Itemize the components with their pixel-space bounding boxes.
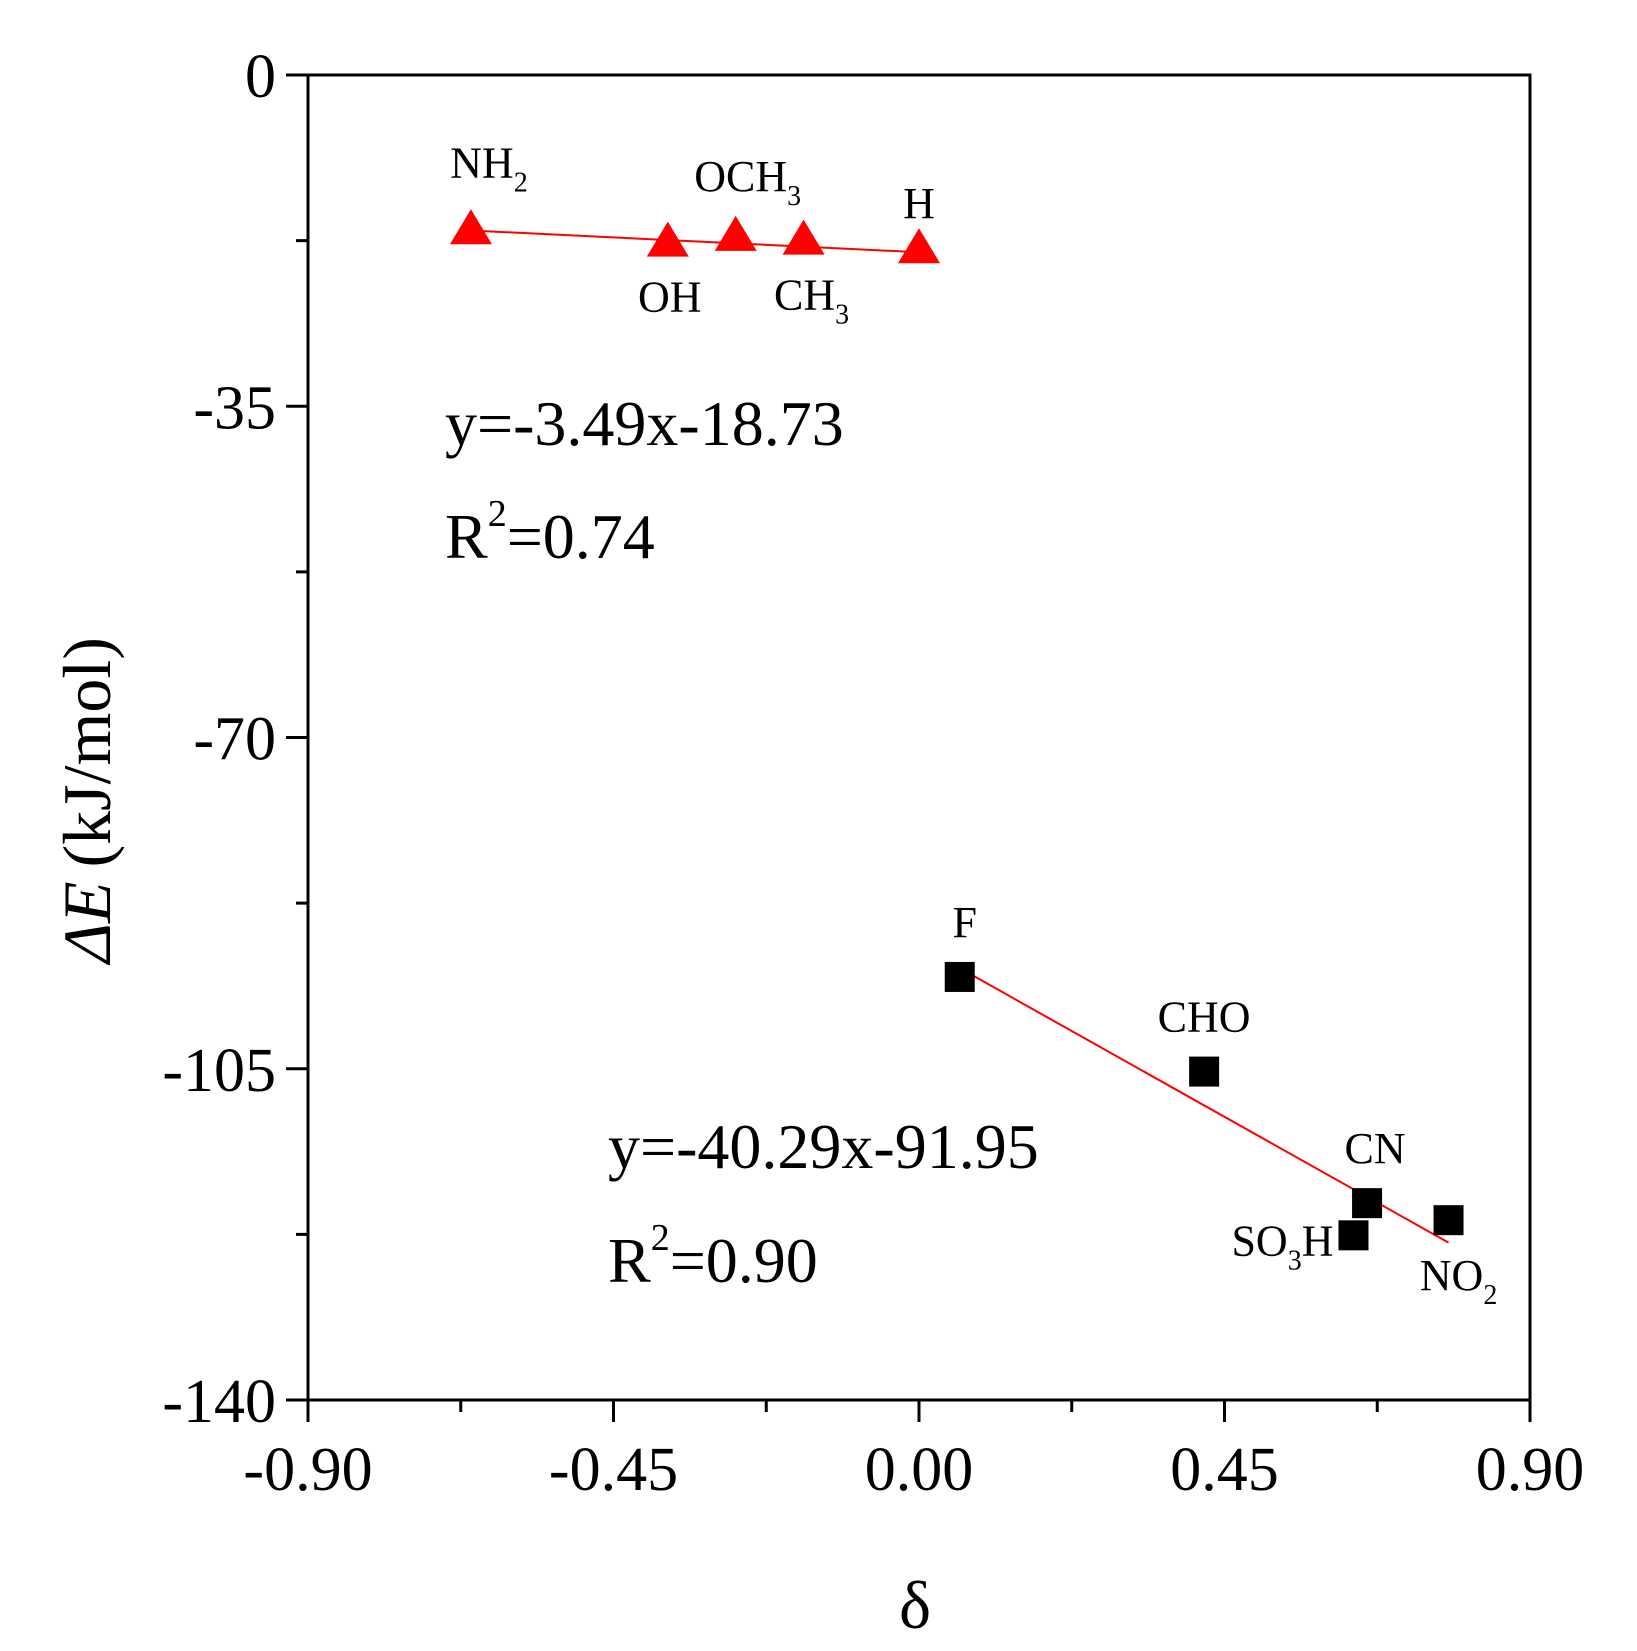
point-label: CHO (1158, 993, 1251, 1042)
triangle-marker (449, 209, 492, 245)
y-tick-label: -105 (162, 1037, 276, 1105)
square-marker (1352, 1188, 1383, 1219)
r2-upper-sup: 2 (488, 493, 507, 535)
r2-upper-value: =0.74 (507, 501, 655, 572)
triangle-marker (898, 228, 940, 264)
point-label: SO3H (1231, 1216, 1333, 1276)
r2-upper: R2=0.74 (445, 493, 655, 572)
y-tick-label: -140 (162, 1368, 276, 1436)
point-label: CN (1345, 1124, 1406, 1173)
r2-upper-prefix: R (445, 501, 488, 572)
point-label: NH2 (450, 138, 528, 198)
x-tick-label: -0.45 (549, 1436, 678, 1504)
r2-lower-prefix: R (608, 1225, 651, 1296)
fit-line-0 (470, 229, 920, 254)
r2-lower-sup: 2 (651, 1217, 670, 1259)
point-label-subscript: 3 (787, 181, 801, 212)
point-label-subscript: 2 (514, 167, 528, 198)
y-axis-title: ΔE (kJ/mol) (49, 637, 125, 966)
triangle-marker (714, 215, 757, 251)
point-label: CH3 (774, 271, 849, 331)
y-axis-unit: (kJ/mol) (49, 637, 125, 867)
point-label-main: NH (450, 138, 514, 187)
point-label-main: NO (1420, 1251, 1484, 1300)
point-label-main: SO (1231, 1216, 1287, 1265)
x-axis-title: δ (899, 1567, 931, 1643)
x-tick-label: 0.90 (1476, 1436, 1585, 1504)
square-marker (1189, 1056, 1220, 1087)
point-label-main: F (952, 898, 976, 947)
point-label-main: CHO (1158, 993, 1251, 1042)
y-tick-label: 0 (245, 43, 276, 111)
square-marker (944, 961, 975, 992)
equation-lower: y=-40.29x-91.95 (608, 1111, 1039, 1182)
plot-area: -0.90 -0.45 0.00 0.45 0.900-35-70-105-140NH2… (162, 43, 1584, 1504)
x-tick-label: 0.45 (1170, 1436, 1279, 1504)
point-label-main: OCH (694, 152, 787, 201)
square-marker (1338, 1220, 1369, 1251)
point-label: NO2 (1420, 1251, 1498, 1311)
point-label-main: CN (1345, 1124, 1406, 1173)
square-marker (1433, 1205, 1464, 1236)
point-label-subscript: 3 (835, 300, 849, 331)
triangle-marker (646, 221, 689, 257)
r2-lower: R2=0.90 (608, 1217, 818, 1296)
point-label-subscript: 3 (1288, 1245, 1302, 1276)
x-tick-label: -0.90 (243, 1436, 372, 1504)
point-label-main: H (903, 179, 935, 228)
point-label: H (903, 179, 935, 228)
triangle-marker (782, 219, 825, 255)
point-label-main: CH (774, 271, 835, 320)
point-label-main: OH (638, 273, 702, 322)
point-label: OH (638, 273, 702, 322)
y-tick-label: -35 (193, 374, 276, 442)
point-label-tail: H (1302, 1216, 1334, 1265)
point-label: F (952, 898, 976, 947)
x-tick-label: 0.00 (865, 1436, 974, 1504)
plot-frame (306, 73, 1532, 1402)
point-label-subscript: 2 (1483, 1280, 1497, 1311)
y-tick-label: -70 (193, 706, 276, 774)
equation-upper: y=-3.49x-18.73 (445, 388, 844, 459)
y-axis-symbol: ΔE (49, 881, 125, 965)
point-label: OCH3 (694, 152, 801, 212)
r2-lower-value: =0.90 (670, 1225, 818, 1296)
